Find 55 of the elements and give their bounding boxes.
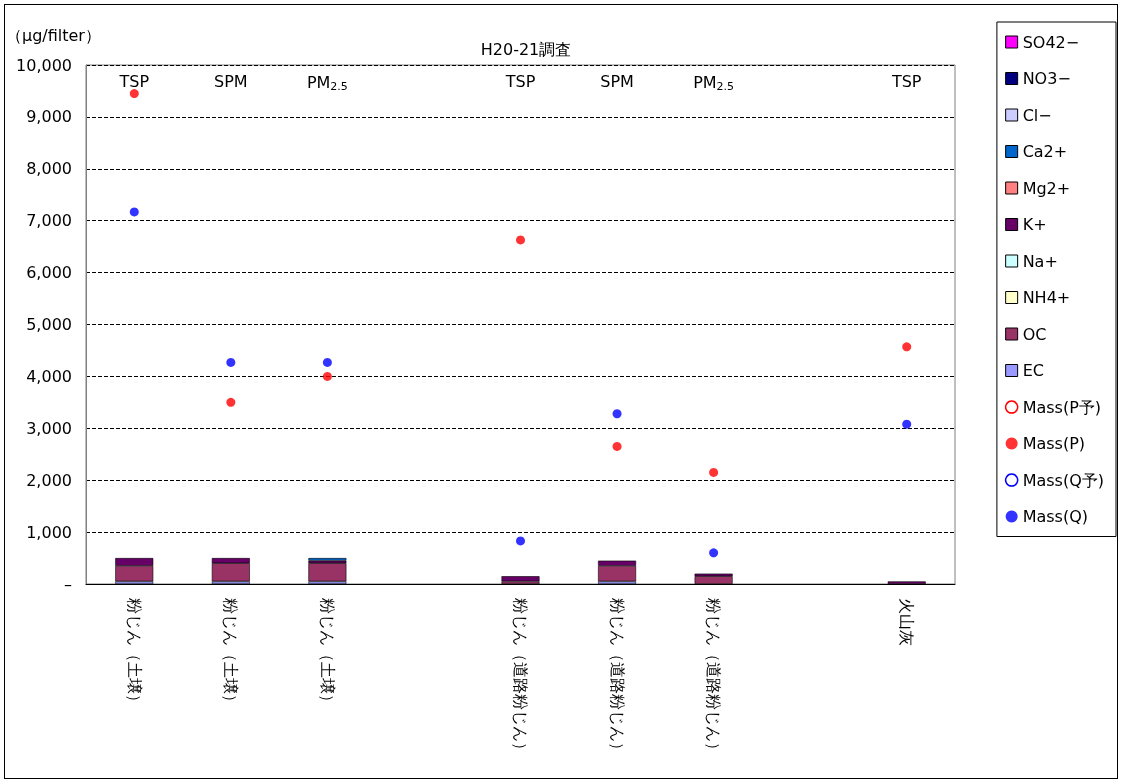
y-tick-label: 6,000 <box>26 263 72 283</box>
legend-label: Ca2+ <box>1022 142 1068 161</box>
x-tick-label: 粉じん（土壌） <box>317 598 337 710</box>
legend-label: OC <box>1022 324 1047 344</box>
y-tick-label: 10,000 <box>16 55 72 75</box>
annotation: SPM <box>600 71 634 91</box>
x-tick-label: 粉じん（道路粉じん） <box>511 598 530 758</box>
x-tick-label: 粉じん（土壌） <box>124 598 144 710</box>
legend-label: Mg2+ <box>1022 178 1071 198</box>
annotation: TSP <box>504 71 536 91</box>
legend-label: Mass(Q予) <box>1022 470 1104 490</box>
y-tick-label: 4,000 <box>26 366 72 386</box>
point <box>322 357 332 367</box>
legend-label: SO42− <box>1022 32 1080 52</box>
point <box>612 441 622 451</box>
y-tick-label: 3,000 <box>26 418 72 438</box>
y-tick-label: 1,000 <box>26 522 72 542</box>
point <box>226 357 236 367</box>
point <box>902 419 912 429</box>
chart-title: H20-21調査 <box>480 39 572 59</box>
legend-label: Mass(Q) <box>1022 507 1088 526</box>
point <box>516 235 525 245</box>
y-axis-title: （μg/filter） <box>6 25 101 45</box>
annotation: TSP <box>890 71 922 91</box>
point <box>612 409 622 419</box>
legend-label: NO3− <box>1022 69 1071 88</box>
y-tick-label: 2,000 <box>26 470 72 490</box>
y-tick-label: 8,000 <box>26 159 72 179</box>
point <box>709 548 719 558</box>
bar <box>308 563 347 582</box>
legend-label: Mass(P) <box>1022 434 1086 453</box>
annotation: SPM <box>214 71 248 91</box>
x-tick-label: 粉じん（道路粉じん） <box>607 598 627 758</box>
annotation: TSP <box>118 71 150 91</box>
y-tick-label: 5,000 <box>26 315 72 334</box>
point <box>226 397 236 407</box>
point <box>516 536 525 546</box>
y-tick-label: 7,000 <box>26 211 72 231</box>
point <box>129 89 139 99</box>
legend-label: Cl− <box>1022 105 1052 125</box>
x-tick-label: 火山灰 <box>897 598 917 646</box>
legend-label: K+ <box>1022 215 1047 234</box>
y-tick-label: – <box>64 574 72 594</box>
x-tick-label: 粉じん（道路粉じん） <box>704 598 724 758</box>
legend-label: Na+ <box>1022 251 1058 271</box>
y-tick-label: 9,000 <box>26 107 72 127</box>
point <box>129 207 139 217</box>
point <box>902 342 912 352</box>
bar <box>501 576 540 582</box>
legend-label: NH4+ <box>1022 288 1071 307</box>
point <box>709 467 719 477</box>
legend-label: EC <box>1022 361 1044 380</box>
legend-label: Mass(P予) <box>1022 397 1102 417</box>
x-tick-label: 粉じん（土壌） <box>221 598 241 710</box>
point <box>322 371 332 381</box>
